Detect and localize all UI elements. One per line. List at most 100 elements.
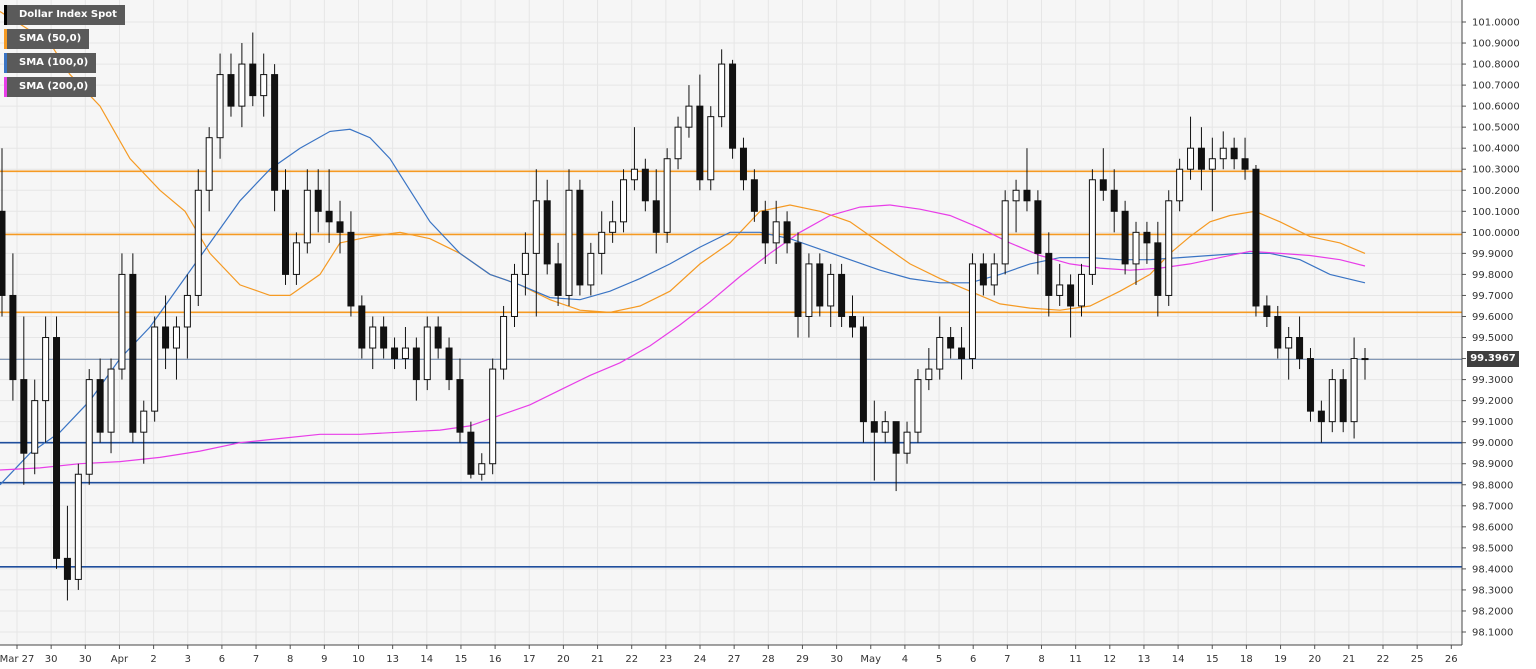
y-tick-label: 100.3000 bbox=[1472, 165, 1520, 176]
candle bbox=[1034, 190, 1042, 275]
candle-body bbox=[1274, 315, 1282, 349]
candle bbox=[118, 253, 126, 380]
candle bbox=[456, 358, 464, 443]
candle bbox=[1274, 305, 1282, 359]
candle-body bbox=[892, 421, 900, 454]
y-tick-label: 100.0000 bbox=[1472, 228, 1520, 239]
y-tick-label: 99.2000 bbox=[1472, 396, 1513, 407]
candle-body bbox=[42, 337, 50, 402]
candle-body bbox=[1361, 358, 1369, 361]
x-tick-label: 6 bbox=[219, 654, 225, 665]
x-tick-label: 29 bbox=[796, 654, 809, 665]
y-tick-label: 98.6000 bbox=[1472, 522, 1513, 533]
candle bbox=[696, 74, 704, 191]
candle-body bbox=[74, 473, 82, 580]
candle-body bbox=[423, 326, 431, 381]
x-tick-label: 15 bbox=[1206, 654, 1219, 665]
candle bbox=[1099, 148, 1107, 201]
candle-body bbox=[249, 63, 257, 97]
x-tick-label: 4 bbox=[902, 654, 908, 665]
candle-body bbox=[1339, 379, 1347, 423]
candle bbox=[620, 169, 628, 233]
x-tick-label: 21 bbox=[1342, 654, 1355, 665]
y-tick-label: 98.3000 bbox=[1472, 585, 1513, 596]
candle bbox=[1306, 348, 1314, 422]
candle-body bbox=[936, 337, 944, 370]
candle bbox=[685, 85, 693, 138]
candle-body bbox=[587, 252, 595, 286]
candle-body bbox=[260, 74, 268, 97]
legend-label: SMA (50,0) bbox=[19, 33, 82, 44]
candle bbox=[412, 337, 420, 401]
candle-body bbox=[347, 231, 355, 307]
legend-sma50: SMA (50,0) bbox=[4, 29, 90, 49]
x-tick-label: 9 bbox=[321, 654, 327, 665]
candle bbox=[718, 49, 726, 128]
candle bbox=[652, 169, 660, 254]
candle bbox=[172, 316, 180, 380]
candle-body bbox=[1285, 337, 1293, 349]
candle-body bbox=[1317, 410, 1325, 423]
legend-sma200: SMA (200,0) bbox=[4, 77, 97, 97]
candle-body bbox=[729, 63, 737, 149]
x-tick-label: 7 bbox=[253, 654, 259, 665]
candle bbox=[565, 169, 573, 306]
candle-body bbox=[0, 210, 6, 296]
x-tick-label: 12 bbox=[1103, 654, 1116, 665]
candle bbox=[1088, 169, 1096, 285]
candle-body bbox=[336, 221, 344, 233]
x-tick-label: 22 bbox=[1377, 654, 1390, 665]
candle-body bbox=[238, 63, 246, 107]
candle bbox=[292, 232, 300, 285]
candle-body bbox=[718, 63, 726, 118]
x-tick-label: 14 bbox=[1172, 654, 1185, 665]
candle-body bbox=[1001, 200, 1009, 265]
x-tick-label: 8 bbox=[287, 654, 293, 665]
candle bbox=[630, 127, 638, 191]
x-tick-label: 8 bbox=[1038, 654, 1044, 665]
candle-body bbox=[598, 231, 606, 254]
candle-body bbox=[630, 168, 638, 181]
x-tick-label: 30 bbox=[45, 654, 58, 665]
candle bbox=[1197, 127, 1205, 191]
candle-body bbox=[1023, 189, 1031, 202]
candle bbox=[1328, 369, 1336, 433]
candle-body bbox=[903, 431, 911, 454]
candle bbox=[489, 358, 497, 475]
x-tick-label: 23 bbox=[659, 654, 672, 665]
candle bbox=[129, 253, 137, 443]
x-tick-label: 2 bbox=[150, 654, 156, 665]
candle-body bbox=[1230, 147, 1238, 160]
candle bbox=[707, 106, 715, 191]
candle-body bbox=[609, 221, 617, 233]
candle bbox=[1241, 137, 1249, 180]
candle bbox=[794, 232, 802, 338]
candle bbox=[227, 53, 235, 117]
candle-body bbox=[685, 105, 693, 128]
candle bbox=[380, 316, 388, 359]
candle-body bbox=[271, 74, 279, 191]
candle-body bbox=[1241, 158, 1249, 170]
candle bbox=[1012, 179, 1020, 233]
candle bbox=[1121, 200, 1129, 275]
candle-body bbox=[1099, 179, 1107, 191]
candle bbox=[958, 327, 966, 380]
x-tick-label: 14 bbox=[420, 654, 433, 665]
candle bbox=[729, 59, 737, 159]
candle-body bbox=[543, 200, 551, 265]
x-tick-label: 28 bbox=[762, 654, 775, 665]
x-tick-label: 15 bbox=[455, 654, 468, 665]
candle-body bbox=[489, 368, 497, 465]
candle-body bbox=[925, 368, 933, 381]
x-tick-label: 7 bbox=[1004, 654, 1010, 665]
x-tick-label: 18 bbox=[1240, 654, 1253, 665]
x-tick-label: 16 bbox=[489, 654, 502, 665]
candle bbox=[859, 316, 867, 443]
candle-body bbox=[914, 379, 922, 433]
y-tick-label: 99.7000 bbox=[1472, 291, 1513, 302]
y-tick-label: 98.4000 bbox=[1472, 564, 1513, 575]
candle bbox=[63, 505, 71, 601]
candle bbox=[162, 295, 170, 370]
y-tick-label: 99.8000 bbox=[1472, 270, 1513, 281]
